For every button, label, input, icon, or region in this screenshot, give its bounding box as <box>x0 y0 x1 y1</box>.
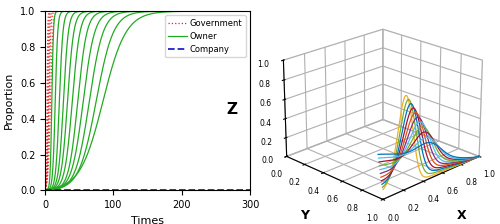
Y-axis label: Y: Y <box>300 209 309 222</box>
Owner <box>247 10 253 13</box>
Y-axis label: Proportion: Proportion <box>4 72 15 129</box>
Owner <box>204 10 210 13</box>
Owner <box>241 10 247 13</box>
Owner <box>52 186 59 189</box>
Owner <box>42 188 48 191</box>
X-axis label: X: X <box>456 209 466 222</box>
Owner <box>142 14 148 17</box>
Owner <box>136 17 142 20</box>
Government <box>241 10 247 13</box>
Line: Government: Government <box>45 11 250 189</box>
Government <box>90 10 96 13</box>
Government <box>136 10 142 13</box>
Legend: Government, Owner, Company: Government, Owner, Company <box>165 15 246 57</box>
Owner <box>241 10 247 13</box>
Government <box>52 12 59 15</box>
Government <box>241 10 247 13</box>
X-axis label: Times: Times <box>131 216 164 224</box>
Line: Owner: Owner <box>45 11 250 189</box>
Government <box>204 10 210 13</box>
Government <box>247 10 253 13</box>
Government <box>42 187 48 190</box>
Government <box>142 10 148 13</box>
